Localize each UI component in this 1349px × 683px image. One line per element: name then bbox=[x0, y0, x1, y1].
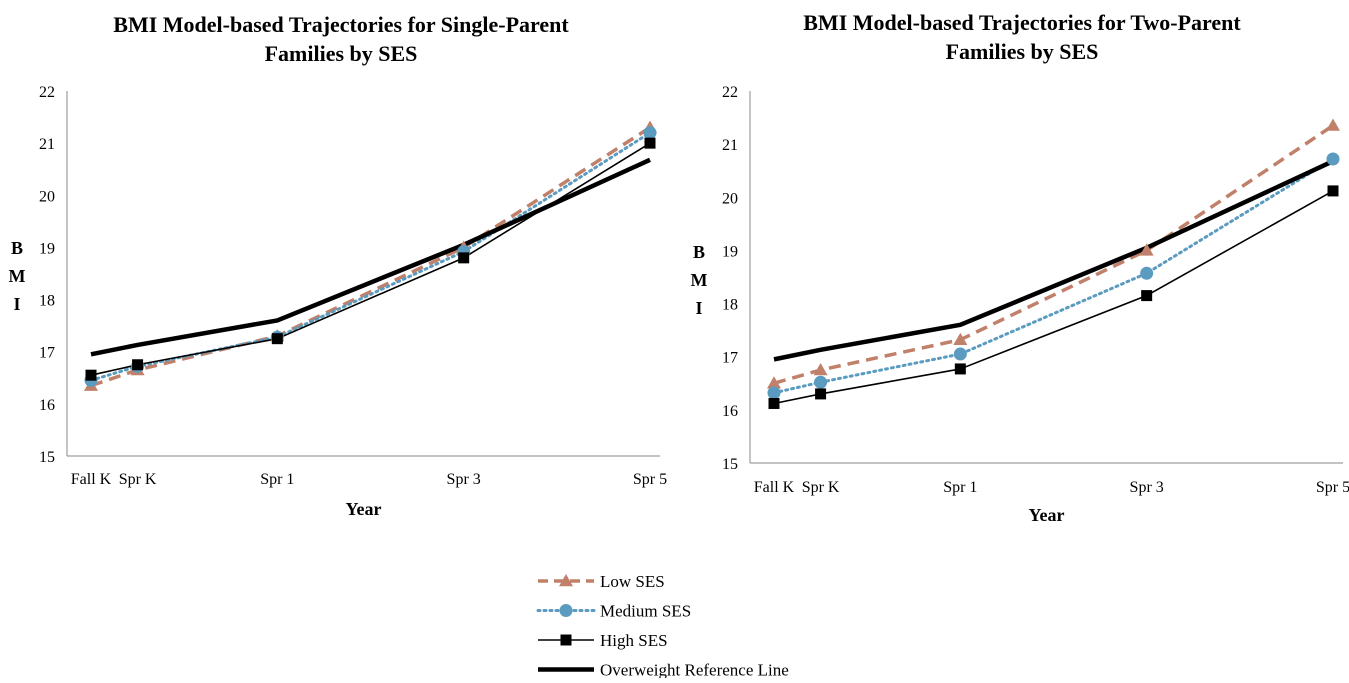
chart-title: Families by SES bbox=[946, 39, 1099, 64]
y-axis-title-letter: I bbox=[13, 294, 20, 314]
data-point-high-ses bbox=[86, 370, 97, 381]
series-line-medium-ses bbox=[91, 133, 650, 381]
x-tick-label: Fall K bbox=[754, 479, 795, 496]
y-tick-label: 22 bbox=[39, 84, 55, 101]
data-point-high-ses bbox=[132, 359, 143, 370]
data-point-medium-ses bbox=[954, 348, 967, 361]
x-axis-title: Year bbox=[1029, 505, 1065, 525]
data-point-high-ses bbox=[645, 138, 656, 149]
series-line-low-ses bbox=[91, 128, 650, 386]
x-axis-title: Year bbox=[346, 499, 382, 519]
data-point-high-ses bbox=[769, 398, 780, 409]
y-tick-label: 22 bbox=[722, 84, 738, 101]
y-axis-title-letter: B bbox=[11, 238, 23, 258]
y-tick-label: 19 bbox=[39, 240, 55, 257]
x-tick-label: Spr 3 bbox=[447, 471, 481, 488]
legend-label: Overweight Reference Line bbox=[600, 661, 789, 679]
legend-label: Low SES bbox=[600, 572, 665, 591]
legend-marker bbox=[560, 604, 573, 617]
data-point-medium-ses bbox=[1327, 153, 1340, 166]
series-line-overweight-reference-line bbox=[91, 160, 650, 354]
y-tick-label: 18 bbox=[722, 297, 738, 314]
y-tick-label: 19 bbox=[722, 243, 738, 260]
y-axis-title-letter: I bbox=[695, 298, 702, 318]
y-tick-label: 20 bbox=[39, 188, 55, 205]
chart-title: Families by SES bbox=[265, 41, 418, 66]
chart-two-parent: BMI Model-based Trajectories for Two-Par… bbox=[691, 10, 1349, 525]
y-axis-title-letter: M bbox=[691, 270, 708, 290]
data-point-high-ses bbox=[272, 333, 283, 344]
chart-single-parent: BMI Model-based Trajectories for Single-… bbox=[9, 12, 668, 519]
x-tick-label: Spr 5 bbox=[1316, 479, 1349, 496]
x-tick-label: Spr 1 bbox=[260, 471, 294, 488]
y-tick-label: 15 bbox=[722, 456, 738, 473]
x-tick-label: Spr K bbox=[119, 471, 157, 488]
x-tick-label: Spr 3 bbox=[1130, 479, 1164, 496]
x-tick-label: Fall K bbox=[71, 471, 112, 488]
legend-marker bbox=[561, 635, 572, 646]
y-tick-label: 20 bbox=[722, 190, 738, 207]
data-point-medium-ses bbox=[644, 126, 657, 139]
x-tick-label: Spr 5 bbox=[633, 471, 667, 488]
data-point-low-ses bbox=[1326, 119, 1340, 131]
y-tick-label: 17 bbox=[722, 350, 738, 367]
x-tick-label: Spr 1 bbox=[943, 479, 977, 496]
data-point-high-ses bbox=[1141, 290, 1152, 301]
y-axis-title-letter: M bbox=[9, 266, 26, 286]
data-point-medium-ses bbox=[768, 386, 781, 399]
data-point-medium-ses bbox=[1140, 267, 1153, 280]
series-line-high-ses bbox=[774, 191, 1333, 404]
data-point-medium-ses bbox=[814, 376, 827, 389]
data-point-high-ses bbox=[458, 252, 469, 263]
y-tick-label: 16 bbox=[39, 397, 55, 414]
y-tick-label: 21 bbox=[722, 137, 738, 154]
y-tick-label: 15 bbox=[39, 449, 55, 466]
y-tick-label: 18 bbox=[39, 293, 55, 310]
y-axis-title-letter: B bbox=[693, 242, 705, 262]
chart-title: BMI Model-based Trajectories for Single-… bbox=[113, 12, 569, 37]
data-point-high-ses bbox=[1328, 185, 1339, 196]
legend: Low SES Medium SES High SES Overweight Refe… bbox=[538, 572, 789, 678]
y-tick-label: 16 bbox=[722, 403, 738, 420]
chart-title: BMI Model-based Trajectories for Two-Par… bbox=[803, 10, 1241, 35]
data-point-high-ses bbox=[955, 363, 966, 374]
data-point-low-ses bbox=[814, 363, 828, 375]
legend-label: High SES bbox=[600, 631, 668, 650]
legend-label: Medium SES bbox=[600, 602, 691, 621]
series-line-overweight-reference-line bbox=[774, 161, 1333, 359]
y-tick-label: 21 bbox=[39, 136, 55, 153]
y-tick-label: 17 bbox=[39, 345, 55, 362]
series-line-medium-ses bbox=[774, 159, 1333, 393]
data-point-high-ses bbox=[815, 388, 826, 399]
x-tick-label: Spr K bbox=[802, 479, 840, 496]
